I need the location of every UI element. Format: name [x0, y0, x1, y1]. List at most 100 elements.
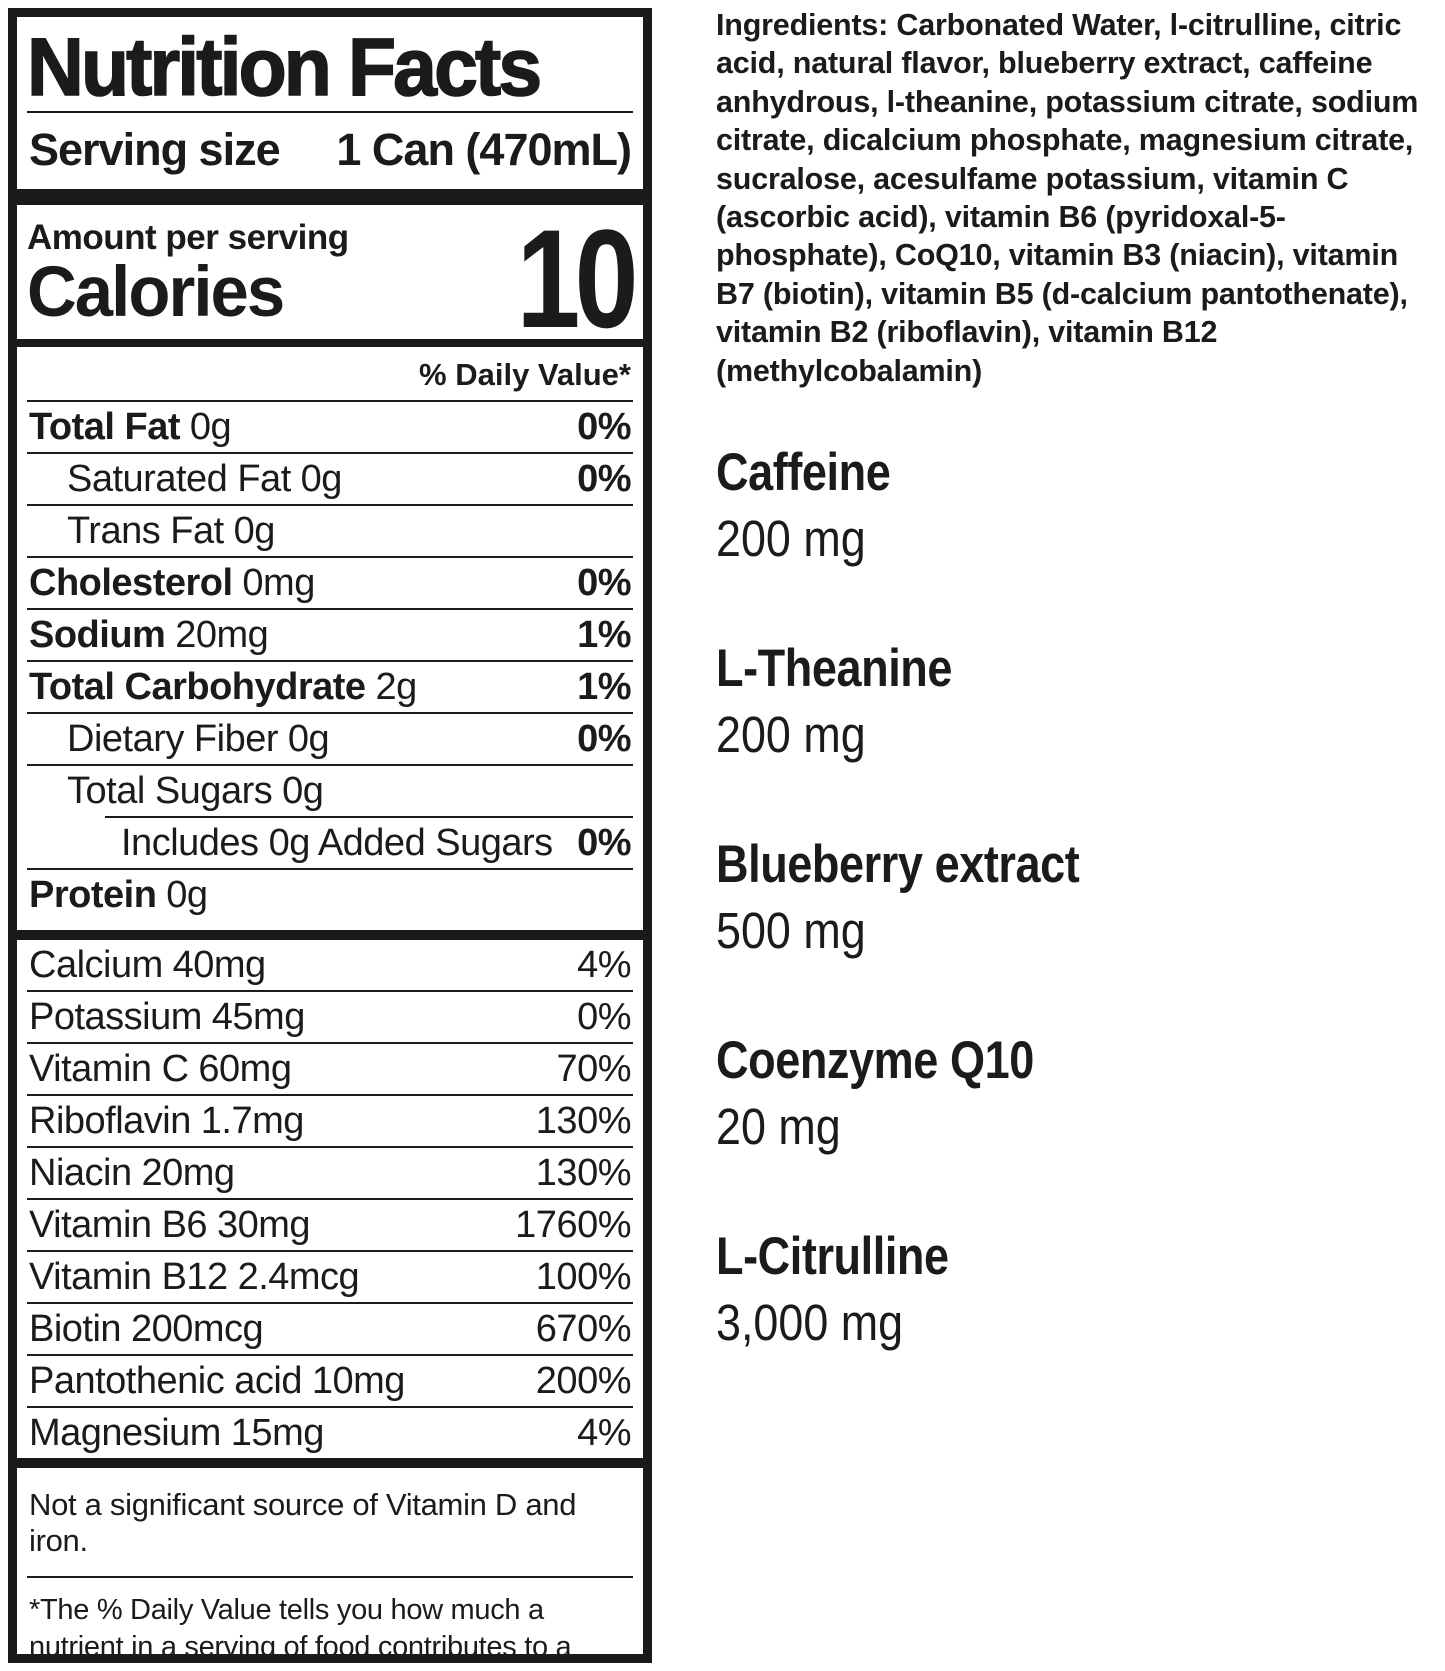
nutrition-facts-title: Nutrition Facts	[26, 22, 543, 113]
nutrient-row-saturated-fat: Saturated Fat 0g 0%	[27, 452, 633, 504]
nutrient-pct: 130%	[535, 1100, 632, 1142]
serving-size-label: Serving size	[29, 124, 281, 175]
nutrient-qty: 0mg	[242, 562, 315, 604]
serving-size-row: Serving size 1 Can (470mL)	[27, 113, 633, 189]
vitamin-row-vitamin-b12: Vitamin B12 2.4mcg 100%	[27, 1250, 633, 1302]
supplement-caffeine: Caffeine 200 mg	[716, 442, 1442, 568]
vitamin-row-potassium: Potassium 45mg 0%	[27, 990, 633, 1042]
nutrient-row-trans-fat: Trans Fat 0g	[27, 504, 633, 556]
nutrient-pct: 1760%	[515, 1204, 631, 1246]
supplement-l-citrulline: L-Citrulline 3,000 mg	[716, 1226, 1442, 1352]
nutrient-name: Biotin	[29, 1308, 122, 1350]
divider-thick	[17, 1458, 643, 1468]
nutrient-name: Vitamin C	[29, 1048, 189, 1090]
supplement-amount: 200 mg	[716, 706, 866, 764]
ingredients-text: Ingredients: Carbonated Water, l-citrull…	[716, 8, 1419, 388]
nutrient-qty: 15mg	[230, 1412, 325, 1454]
nutrient-qty: 200mcg	[130, 1308, 264, 1350]
supplement-name: Caffeine	[716, 443, 891, 503]
nutrient-row-dietary-fiber: Dietary Fiber 0g 0%	[27, 712, 633, 764]
nutrient-pct: 0%	[577, 718, 631, 760]
nutrient-qty: 0g	[287, 718, 330, 760]
supplement-amount: 500 mg	[716, 902, 866, 960]
nutrient-pct: 0%	[577, 562, 631, 604]
supplement-name: Coenzyme Q10	[716, 1031, 1034, 1091]
nutrient-qty: 0g	[233, 510, 276, 552]
nutrient-name: Pantothenic acid	[29, 1360, 302, 1402]
divider-thin	[27, 1576, 633, 1578]
calories-section: Amount per serving Calories 10	[27, 200, 639, 357]
nutrient-row-total-sugars: Total Sugars 0g	[27, 764, 633, 816]
vitamin-row-riboflavin: Riboflavin 1.7mg 130%	[27, 1094, 633, 1146]
nutrient-qty: 45mg	[211, 996, 306, 1038]
nutrient-qty: 0g	[300, 458, 343, 500]
nutrient-qty: 0g	[189, 406, 232, 448]
nutrient-qty: 0g	[282, 770, 324, 812]
supplement-amount: 20 mg	[716, 1098, 841, 1156]
not-significant-note: Not a significant source of Vitamin D an…	[29, 1487, 577, 1558]
calories-label: Calories	[27, 253, 285, 332]
supplement-amount: 3,000 mg	[716, 1294, 904, 1352]
supplement-name: Blueberry extract	[716, 835, 1080, 895]
nutrient-pct: 4%	[577, 1412, 631, 1454]
right-column: Ingredients: Carbonated Water, l-citrull…	[716, 6, 1442, 1422]
supplement-list: Caffeine 200 mg L-Theanine 200 mg Bluebe…	[716, 442, 1442, 1352]
nutrient-row-cholesterol: Cholesterol 0mg 0%	[27, 556, 633, 608]
nutrient-qty: 1.7mg	[200, 1100, 305, 1142]
nutrient-qty: 60mg	[198, 1048, 292, 1090]
nutrient-pct: 1%	[577, 614, 631, 656]
nutrient-name: Vitamin B12	[29, 1256, 228, 1298]
nutrient-row-sodium: Sodium 20mg 1%	[27, 608, 633, 660]
nutrient-row-total-carbohydrate: Total Carbohydrate 2g 1%	[27, 660, 633, 712]
nutrient-qty: 30mg	[216, 1204, 311, 1246]
daily-value-header: % Daily Value*	[27, 347, 633, 402]
nutrient-name: Includes 0g Added Sugars	[121, 822, 553, 864]
vitamin-row-pantothenic-acid: Pantothenic acid 10mg 200%	[27, 1354, 633, 1406]
nutrient-name: Vitamin B6	[29, 1204, 208, 1246]
vitamin-row-vitamin-b6: Vitamin B6 30mg 1760%	[27, 1198, 633, 1250]
supplement-amount: 200 mg	[716, 510, 866, 568]
divider-thick	[17, 930, 643, 940]
nutrient-pct: 0%	[577, 406, 631, 448]
supplement-l-theanine: L-Theanine 200 mg	[716, 638, 1442, 764]
nutrient-pct: 0%	[577, 996, 631, 1038]
amount-per-serving-label: Amount per serving	[27, 218, 349, 257]
divider-thin	[27, 111, 633, 113]
nutrient-row-total-fat: Total Fat 0g 0%	[27, 402, 633, 452]
serving-size-value: 1 Can (470mL)	[336, 124, 632, 175]
nutrient-pct: 1%	[577, 666, 631, 708]
nutrient-qty: 20mg	[175, 614, 269, 656]
supplement-coenzyme-q10: Coenzyme Q10 20 mg	[716, 1030, 1442, 1156]
nutrient-name: Total Sugars	[67, 770, 273, 812]
supplement-name: L-Theanine	[716, 639, 953, 699]
divider-thick	[17, 339, 643, 347]
nutrient-pct: 70%	[556, 1048, 631, 1090]
nutrient-name: Saturated Fat	[67, 458, 291, 500]
vitamin-row-niacin: Niacin 20mg 130%	[27, 1146, 633, 1198]
nutrient-pct: 200%	[535, 1360, 632, 1402]
nutrient-name: Magnesium	[29, 1412, 221, 1454]
nutrient-qty: 40mg	[172, 944, 267, 986]
nutrient-name: Total Carbohydrate	[29, 666, 366, 708]
vitamin-row-vitamin-c: Vitamin C 60mg 70%	[27, 1042, 633, 1094]
nutrient-qty: 20mg	[141, 1152, 235, 1194]
nutrient-name: Total Fat	[29, 406, 181, 448]
supplement-name: L-Citrulline	[716, 1227, 949, 1287]
nutrient-name: Dietary Fiber	[67, 718, 279, 760]
nutrient-qty: 10mg	[311, 1360, 406, 1402]
vitamin-row-biotin: Biotin 200mcg 670%	[27, 1302, 633, 1354]
nutrient-row-protein: Protein 0g	[27, 868, 633, 930]
nutrient-qty: 0g	[166, 874, 208, 916]
nutrient-pct: 100%	[535, 1256, 632, 1298]
nutrient-pct: 4%	[577, 944, 631, 986]
nutrient-qty: 2g	[375, 666, 417, 708]
divider-thick	[17, 189, 643, 205]
nutrient-name: Sodium	[29, 614, 166, 656]
daily-value-footnote: *The % Daily Value tells you how much a …	[29, 1594, 572, 1663]
calories-value: 10	[516, 200, 639, 357]
nutrient-name: Protein	[29, 874, 157, 916]
nutrient-pct: 0%	[577, 458, 631, 500]
nutrition-facts-panel: Nutrition Facts Serving size 1 Can (470m…	[8, 8, 652, 1663]
nutrient-name: Calcium	[29, 944, 163, 986]
nutrient-name: Trans Fat	[67, 510, 224, 552]
